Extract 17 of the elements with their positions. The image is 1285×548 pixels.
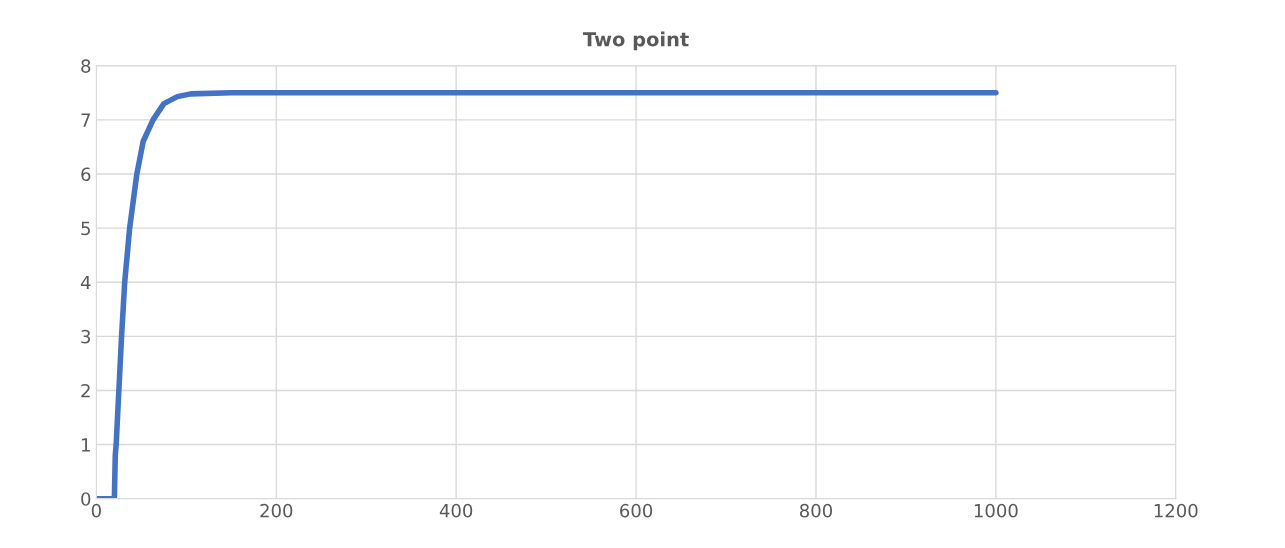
y-tick-label: 6 bbox=[81, 167, 91, 182]
x-tick-label: 600 bbox=[620, 503, 653, 518]
y-tick-label: 5 bbox=[81, 221, 90, 236]
y-tick-label: 2 bbox=[81, 383, 90, 398]
x-tick-label: 800 bbox=[799, 503, 833, 518]
x-tick-label: 1000 bbox=[974, 503, 1018, 518]
y-tick-label: 3 bbox=[81, 329, 91, 344]
y-tick-label: 7 bbox=[81, 113, 90, 127]
chart-title: Two point bbox=[583, 31, 689, 51]
y-tick-label: 1 bbox=[82, 438, 90, 452]
x-tick-label: 200 bbox=[260, 503, 293, 518]
y-tick-label: 8 bbox=[81, 59, 91, 73]
x-tick-label: 0 bbox=[91, 503, 101, 518]
y-tick-label: 4 bbox=[80, 275, 91, 290]
x-tick-label: 1200 bbox=[1154, 503, 1198, 518]
y-tick-label: 0 bbox=[81, 492, 91, 506]
x-tick-label: 400 bbox=[439, 503, 473, 518]
